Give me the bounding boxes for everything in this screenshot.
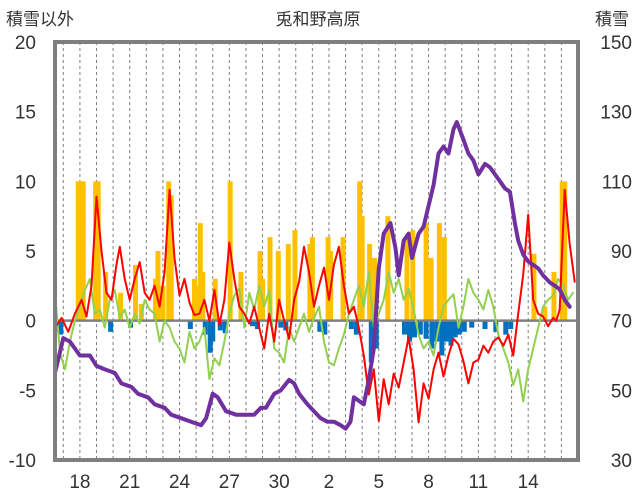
orange-bar [292, 230, 298, 321]
blue-bar [452, 320, 458, 338]
blue-bar [469, 320, 475, 328]
plot-frame [53, 40, 580, 462]
x-tick-label: 8 [423, 472, 434, 493]
right-tick-label: 50 [611, 381, 632, 402]
right-tick-labels: 150 130 110 90 70 50 30 [600, 33, 632, 472]
blue-bar [222, 320, 228, 334]
orange-bar [118, 292, 124, 321]
blue-bar [348, 320, 354, 330]
orange-bar [160, 285, 166, 321]
left-tick-label: 10 [15, 172, 36, 193]
blue-bar [278, 320, 284, 328]
purple-series-line [53, 120, 572, 431]
orange-bar [200, 271, 206, 321]
x-tick-label: 30 [269, 472, 290, 493]
orange-bar [436, 223, 442, 321]
blue-bar [411, 320, 417, 338]
x-tick-label: 14 [518, 472, 540, 493]
orange-bar [285, 244, 291, 321]
blue-bar [406, 320, 412, 342]
orange-bar [133, 264, 139, 321]
left-tick-label: 15 [15, 103, 36, 124]
orange-bar [103, 271, 109, 321]
right-tick-label: 110 [602, 172, 632, 193]
blue-bar [368, 320, 374, 363]
left-tick-label: -5 [19, 381, 36, 402]
x-tick-label: 18 [69, 472, 90, 493]
orange-bar [309, 237, 315, 321]
orange-bar [155, 251, 161, 321]
blue-bar [417, 320, 423, 335]
orange-bar [428, 257, 434, 321]
right-axis-label: 積雪 [595, 10, 629, 30]
left-tick-label: 5 [25, 242, 36, 263]
orange-bar [562, 181, 568, 321]
blue-bar [482, 320, 488, 330]
blue-bar [210, 320, 216, 342]
orange-bar [168, 195, 174, 321]
left-tick-label: -10 [9, 451, 36, 472]
x-tick-label: 5 [373, 472, 384, 493]
right-tick-label: 90 [611, 242, 632, 263]
left-tick-labels: 20 15 10 5 0 -5 -10 [9, 33, 36, 472]
orange-bar [95, 181, 101, 321]
orange-bar [551, 271, 557, 321]
blue-bar [461, 320, 467, 332]
blue-bar [508, 320, 514, 330]
x-tick-label: 11 [469, 472, 489, 493]
blue-bar [217, 320, 223, 331]
orange-bar [80, 181, 86, 321]
x-tick-label: 21 [119, 472, 140, 493]
blue-bar [250, 320, 256, 327]
x-tick-label: 2 [324, 472, 335, 493]
right-tick-label: 30 [611, 451, 632, 472]
orange-bar [372, 257, 378, 321]
blue-bar [322, 320, 328, 335]
left-tick-label: 20 [15, 33, 36, 54]
blue-bar [187, 320, 193, 330]
left-tick-label: 0 [25, 312, 36, 333]
chart-title: 兎和野高原 [276, 10, 361, 30]
orange-bar [531, 253, 537, 321]
blue-bar [423, 320, 429, 339]
orange-bar [542, 306, 548, 321]
right-tick-label: 150 [600, 33, 632, 54]
left-axis-label: 積雪以外 [6, 10, 74, 30]
orange-bar [194, 285, 200, 321]
blue-bar [443, 320, 449, 342]
orange-bar [359, 216, 365, 321]
orange-bar [410, 230, 416, 321]
orange-bar [275, 251, 281, 321]
blue-bar [317, 320, 323, 332]
blue-bar [401, 320, 407, 335]
red-series-line [54, 188, 576, 424]
green-series-line [54, 270, 574, 403]
orange-bar [404, 237, 410, 321]
series-lines [53, 120, 576, 431]
right-tick-label: 130 [600, 103, 632, 124]
blue-bar [58, 320, 64, 335]
x-tick-label: 24 [169, 472, 191, 493]
blue-bar [108, 320, 114, 332]
orange-bar [441, 237, 447, 321]
x-tick-labels: 18 21 24 27 30 2 5 8 11 14 [69, 472, 539, 493]
blue-bar [503, 320, 509, 335]
blue-bar [439, 320, 445, 356]
orange-bar [385, 216, 391, 321]
orange-bar [267, 237, 273, 321]
right-tick-label: 70 [611, 312, 632, 333]
orange-bar [423, 223, 429, 321]
blue-bar [429, 320, 435, 349]
blue-bar [448, 320, 454, 346]
blue-bar [353, 320, 359, 335]
vertical-gridlines [62, 42, 579, 460]
x-tick-label: 27 [219, 472, 240, 493]
